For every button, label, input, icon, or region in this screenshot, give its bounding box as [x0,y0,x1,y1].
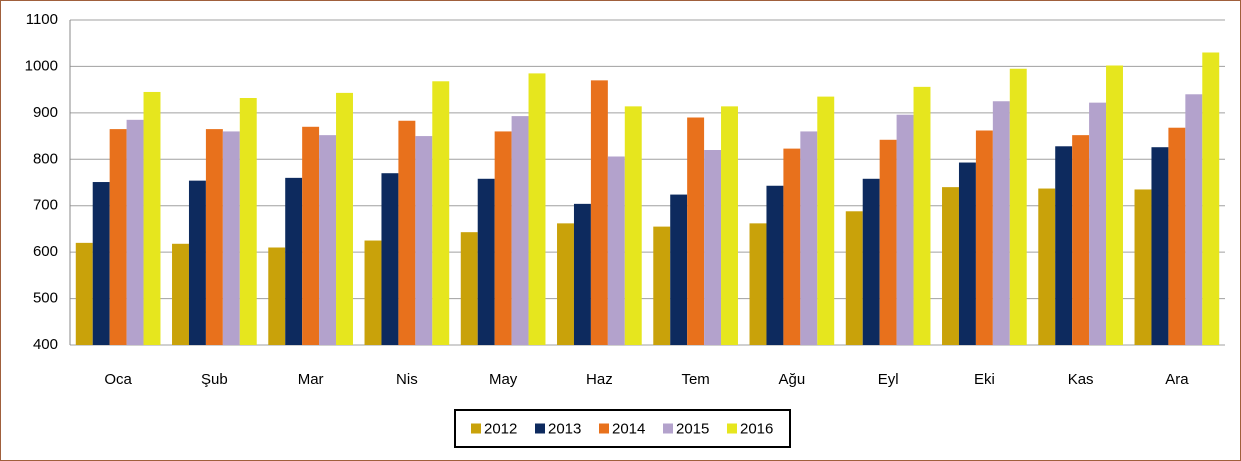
bar [687,117,705,345]
x-tick-label: Şub [201,371,228,388]
bar [896,114,914,345]
bar [1202,52,1220,345]
y-tick-label: 1000 [25,57,58,74]
bar [975,130,993,345]
bar [477,178,495,345]
x-tick-label: Mar [298,371,324,388]
x-tick-label: Haz [586,371,613,388]
bar [205,129,223,345]
bar [268,247,286,345]
bar [573,203,591,345]
legend-swatch [727,423,737,434]
y-tick-label: 600 [33,243,58,260]
bar [319,135,337,345]
bar [607,156,625,345]
bar [432,81,450,346]
bar [239,98,257,345]
bar [336,92,353,346]
bar [653,226,671,345]
bar [109,129,127,345]
bar [1038,188,1056,345]
bar [1185,94,1203,346]
bar [879,139,897,345]
bar [511,116,529,345]
bar [590,80,608,345]
bar [398,120,416,345]
x-tick-label: Ağu [779,371,806,388]
y-tick-label: 900 [33,104,58,121]
x-tick-label: Kas [1068,371,1094,388]
bar [75,242,93,345]
bar [1055,146,1073,345]
legend-label: 2014 [612,420,645,437]
x-tick-label: Eki [974,371,995,388]
bar [721,106,738,345]
y-tick-label: 800 [33,150,58,167]
y-tick-label: 1100 [26,11,58,28]
bar [783,148,801,345]
bar [845,211,863,345]
bar [958,162,976,345]
bar [1151,147,1169,345]
bar [766,185,784,345]
bar [143,91,161,345]
bar [557,223,574,345]
bar [172,243,189,345]
bar [817,96,835,345]
bar [528,73,546,346]
bar [222,131,240,345]
bar [381,173,399,345]
bar [1168,127,1186,345]
legend-swatch [599,423,609,434]
bar [285,177,303,345]
bar [364,240,382,345]
legend-swatch [535,423,545,434]
bar [800,131,818,345]
x-tick-label: May [489,371,518,388]
bar [460,232,478,345]
legend-swatch [663,423,673,434]
x-tick-label: Eyl [878,371,899,388]
y-tick-label: 500 [33,290,58,307]
bar [92,182,110,345]
bar [1009,68,1027,345]
legend-label: 2016 [740,420,773,437]
bar [913,86,931,345]
bar [188,180,206,345]
x-tick-label: Tem [681,371,709,388]
x-tick-label: Oca [104,371,132,388]
bar [942,187,959,345]
bar [704,150,722,345]
bar [624,106,642,345]
legend-label: 2013 [548,420,581,437]
bar [126,119,144,345]
legend-label: 2012 [484,420,517,437]
bar [1089,102,1107,346]
x-tick-label: Nis [396,371,418,388]
y-tick-label: 700 [33,197,58,214]
bar [494,131,512,345]
y-tick-label: 400 [33,336,58,353]
bar [992,101,1010,345]
bar [749,223,767,345]
bar [1072,135,1090,345]
legend-label: 2015 [676,420,709,437]
legend-swatch [471,423,481,434]
bar [302,126,320,346]
bar [1134,189,1152,345]
bar [415,136,433,345]
bar [862,178,880,345]
bar [1106,65,1123,345]
x-tick-label: Ara [1165,371,1189,388]
bar [670,194,688,345]
